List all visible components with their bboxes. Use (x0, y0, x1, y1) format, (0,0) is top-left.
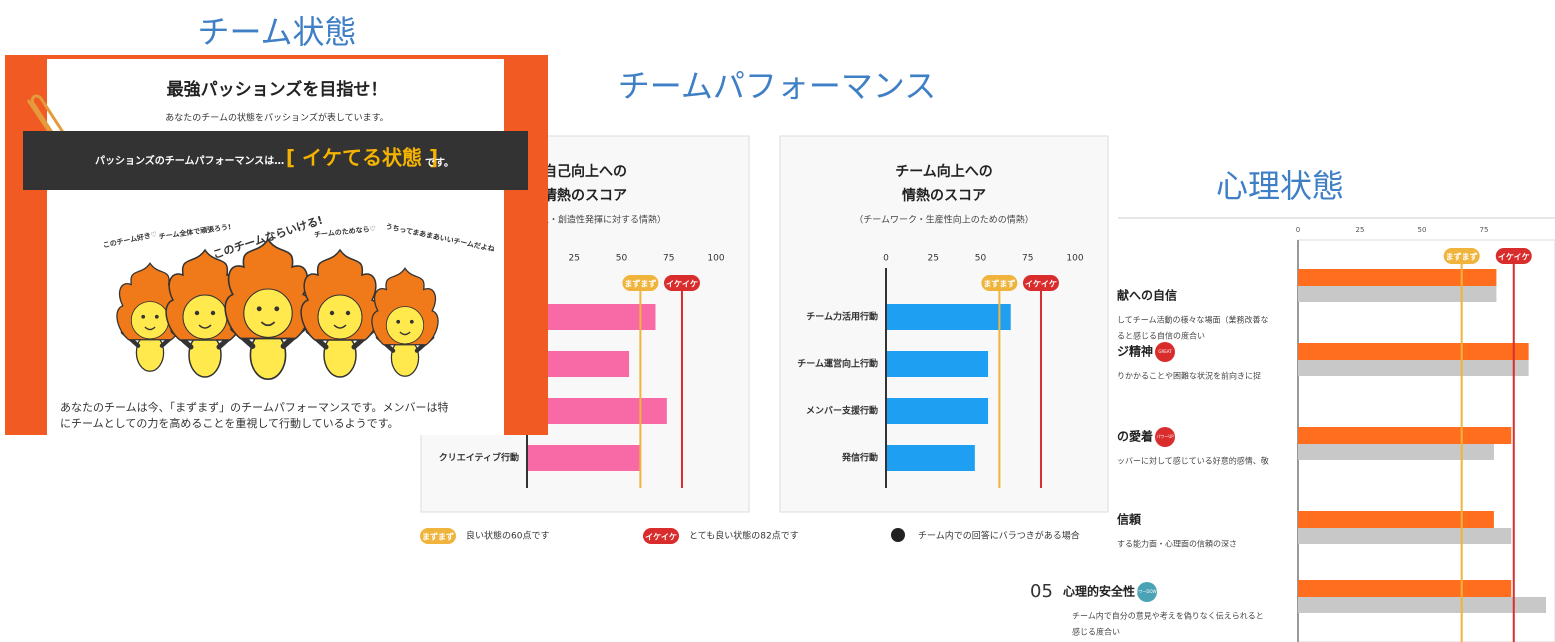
bar (886, 304, 1011, 330)
character-face (386, 307, 423, 344)
banner-text: パッションズのチームパフォーマンスは… (95, 154, 284, 167)
row-title: 献への自信 (1117, 288, 1177, 303)
category-label: チーム運営向上行動 (797, 358, 878, 370)
summary-line: にチームとしての力を高めることを重視して行動しているようです。 (60, 416, 399, 430)
x-tick-label: 0 (883, 254, 889, 264)
x-tick-label: 75 (1480, 226, 1489, 234)
row-title: ジ精神 (1117, 344, 1153, 359)
legend-text: とても良い状態の82点です (689, 530, 799, 542)
chart-subtitle: （チームワーク・生産性向上のための情熱） (854, 214, 1034, 226)
character-eye (410, 320, 414, 324)
x-tick-label: 25 (569, 254, 580, 264)
bar (1298, 597, 1546, 613)
character-face (131, 302, 168, 339)
category-label: メンバー支援行動 (806, 405, 878, 417)
badge-label: イケイケ (1498, 253, 1530, 262)
bar (1298, 444, 1494, 460)
character-eye (330, 311, 334, 315)
x-tick-label: 0 (1296, 226, 1300, 234)
row-title: の愛着 (1117, 429, 1153, 444)
bar (527, 445, 640, 471)
bar (1298, 269, 1496, 286)
row-description: ると感じる自信の度合い (1117, 331, 1205, 341)
banner-status: [ イケてる状態 ] (286, 146, 438, 170)
bar (1298, 360, 1529, 376)
bar (1298, 427, 1511, 444)
chart-title: 自己向上への (543, 163, 627, 180)
x-tick-label: 100 (1066, 254, 1083, 264)
screenshot-collage: チームパフォーマンス 自己向上への情熱のスコア（自己向上・創造性発揮に対する情熱… (0, 0, 1555, 642)
section-heading: 心理状態 (1216, 167, 1344, 205)
character-eye (396, 320, 400, 324)
row-description: する能力面・心理面の信頼の深さ (1117, 539, 1237, 549)
chart-title: 情熱のスコア (902, 187, 986, 204)
x-tick-label: 50 (975, 254, 987, 264)
banner-text: です。 (425, 157, 454, 169)
x-tick-label: 75 (1022, 254, 1033, 264)
character-face (318, 295, 362, 339)
character-face (244, 289, 292, 337)
bar (886, 445, 975, 471)
row-badge-label: GREAT (1158, 349, 1172, 354)
character-eye (141, 315, 145, 319)
row-badge-label: パワーDOWN (1134, 589, 1159, 594)
bar (1298, 580, 1511, 597)
row-description: してチーム活動の様々な場面（業務改善な (1117, 315, 1269, 325)
legend-text: 良い状態の60点です (466, 530, 549, 542)
x-tick-label: 75 (663, 254, 674, 264)
character-eye (155, 315, 159, 319)
row-description: 感じる度合い (1072, 627, 1120, 637)
row-number: 05 (1030, 581, 1053, 602)
bar (1298, 343, 1529, 360)
row-title: 信頼 (1117, 512, 1142, 527)
team-state-card: チーム状態 最強パッションズを目指せ！ あなたのチームの状態をパッションズが表し… (5, 13, 548, 435)
row-title: 心理的安全性 (1063, 584, 1135, 599)
x-tick-label: 25 (1356, 226, 1365, 234)
category-label: クリエイティブ行動 (439, 452, 519, 464)
character-eye (257, 306, 262, 311)
row-badge-label: パワーUP (1156, 434, 1174, 439)
badge-label: イケイケ (666, 280, 698, 289)
bar (1298, 528, 1511, 544)
badge-label: まずまず (422, 532, 454, 542)
x-tick-label: 100 (707, 254, 724, 264)
badge-label: イケイケ (1025, 280, 1057, 289)
character-eye (346, 311, 350, 315)
legend-text: チーム内での回答にバラつきがある場合 (918, 530, 1080, 542)
badge-label: まずまず (983, 279, 1015, 289)
bar (1298, 286, 1496, 302)
row-description: ッバーに対して感じている好意的感情、敬 (1117, 456, 1269, 466)
variance-icon (891, 528, 905, 542)
section-heading: チーム状態 (197, 13, 356, 51)
x-tick-label: 50 (1418, 226, 1427, 234)
character-eye (211, 311, 215, 315)
x-tick-label: 25 (928, 254, 939, 264)
character-eye (274, 306, 279, 311)
section-heading: チームパフォーマンス (618, 67, 936, 105)
row-description: りかかることや困難な状況を前向きに捉 (1117, 371, 1261, 381)
chart-title: チーム向上への (895, 163, 993, 180)
bar (886, 351, 988, 377)
card-subtitle: あなたのチームの状態をパッションズが表しています。 (165, 112, 388, 124)
card-title: 最強パッションズを目指せ！ (167, 79, 388, 100)
row-description: チーム内で自分の意見や考えを偽りなく伝えられると (1072, 611, 1264, 621)
bar (886, 398, 988, 424)
character-face (183, 295, 227, 339)
category-label: チーム力活用行動 (806, 311, 878, 323)
badge-label: まずまず (624, 279, 656, 289)
bar (1298, 511, 1494, 528)
x-tick-label: 50 (616, 254, 628, 264)
category-label: 発信行動 (841, 452, 878, 464)
character-eye (195, 311, 199, 315)
page: チームパフォーマンス 自己向上への情熱のスコア（自己向上・創造性発揮に対する情熱… (0, 0, 1555, 642)
summary-line: あなたのチームは今、「まずまず」のチームパフォーマンスです。メンバーは特 (60, 400, 449, 414)
badge-label: まずまず (1446, 252, 1478, 262)
chart-title: 情熱のスコア (543, 187, 627, 204)
badge-label: イケイケ (645, 533, 677, 542)
